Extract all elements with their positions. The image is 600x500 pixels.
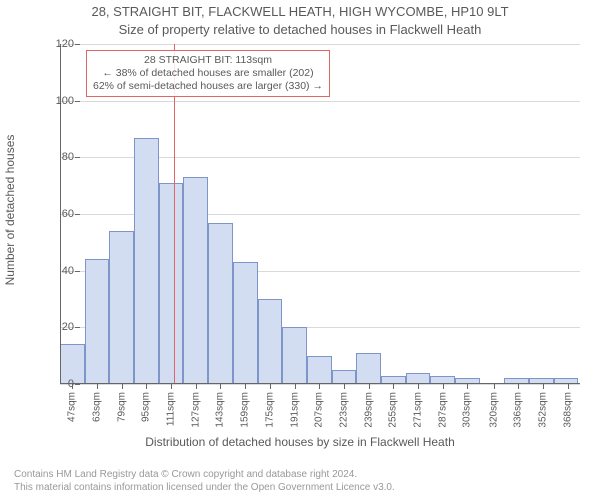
histogram-bar	[332, 370, 357, 384]
x-tick-label: 79sqm	[116, 392, 127, 422]
y-tick-label: 120	[44, 38, 74, 50]
x-tick-mark	[443, 384, 444, 389]
x-tick-mark	[568, 384, 569, 389]
x-tick-mark	[146, 384, 147, 389]
y-tick-label: 0	[44, 378, 74, 390]
x-tick-label: 175sqm	[264, 392, 275, 428]
x-tick-label: 255sqm	[388, 392, 399, 428]
histogram-bar	[134, 138, 159, 385]
x-tick-label: 143sqm	[215, 392, 226, 428]
histogram-bar	[233, 262, 258, 384]
annotation-line-3: 62% of semi-detached houses are larger (…	[93, 80, 323, 93]
x-tick-label: 368sqm	[562, 392, 573, 428]
x-tick-label: 336sqm	[513, 392, 524, 428]
x-tick-mark	[270, 384, 271, 389]
x-tick-mark	[543, 384, 544, 389]
x-tick-mark	[122, 384, 123, 389]
x-tick-mark	[393, 384, 394, 389]
histogram-bar	[258, 299, 283, 384]
x-tick-mark	[344, 384, 345, 389]
x-tick-mark	[494, 384, 495, 389]
x-tick-label: 159sqm	[240, 392, 251, 428]
x-tick-label: 111sqm	[166, 392, 177, 426]
x-tick-mark	[72, 384, 73, 389]
x-tick-label: 320sqm	[488, 392, 499, 428]
histogram-bar	[85, 259, 110, 384]
property-size-histogram: 28, STRAIGHT BIT, FLACKWELL HEATH, HIGH …	[0, 0, 600, 500]
x-tick-label: 47sqm	[67, 392, 78, 422]
x-tick-label: 95sqm	[141, 392, 152, 422]
annotation-line-1: 28 STRAIGHT BIT: 113sqm	[93, 54, 323, 67]
histogram-bar	[109, 231, 134, 384]
histogram-bar	[159, 183, 184, 384]
x-tick-mark	[518, 384, 519, 389]
annotation-line-2: ← 38% of detached houses are smaller (20…	[93, 67, 323, 80]
x-tick-label: 223sqm	[338, 392, 349, 428]
y-tick-label: 60	[44, 208, 74, 220]
x-tick-label: 239sqm	[363, 392, 374, 428]
x-tick-label: 207sqm	[314, 392, 325, 428]
x-tick-label: 352sqm	[537, 392, 548, 428]
x-tick-mark	[418, 384, 419, 389]
chart-title: Size of property relative to detached ho…	[0, 22, 600, 37]
footnote-line-1: Contains HM Land Registry data © Crown c…	[14, 468, 395, 481]
x-tick-mark	[196, 384, 197, 389]
x-tick-mark	[295, 384, 296, 389]
y-tick-label: 80	[44, 151, 74, 163]
x-tick-mark	[369, 384, 370, 389]
chart-supertitle: 28, STRAIGHT BIT, FLACKWELL HEATH, HIGH …	[0, 4, 600, 19]
histogram-bar	[183, 177, 208, 384]
x-tick-label: 63sqm	[92, 392, 103, 422]
x-tick-mark	[220, 384, 221, 389]
histogram-bar	[208, 223, 233, 385]
x-tick-label: 127sqm	[190, 392, 201, 428]
histogram-bar	[356, 353, 381, 384]
y-tick-label: 100	[44, 95, 74, 107]
y-axis-label: Number of detached houses	[3, 135, 17, 286]
y-tick-label: 20	[44, 321, 74, 333]
x-tick-mark	[245, 384, 246, 389]
x-tick-mark	[97, 384, 98, 389]
x-tick-mark	[171, 384, 172, 389]
histogram-bar	[307, 356, 332, 384]
x-tick-label: 303sqm	[462, 392, 473, 428]
x-tick-mark	[319, 384, 320, 389]
x-tick-mark	[467, 384, 468, 389]
x-tick-label: 271sqm	[412, 392, 423, 428]
x-tick-label: 287sqm	[437, 392, 448, 428]
x-tick-label: 191sqm	[289, 392, 300, 428]
histogram-bar	[282, 327, 307, 384]
annotation-box: 28 STRAIGHT BIT: 113sqm ← 38% of detache…	[86, 50, 330, 97]
footnote-line-2: This material contains information licen…	[14, 481, 395, 494]
y-tick-label: 40	[44, 265, 74, 277]
x-axis-caption: Distribution of detached houses by size …	[0, 435, 600, 449]
footnote: Contains HM Land Registry data © Crown c…	[14, 468, 395, 494]
